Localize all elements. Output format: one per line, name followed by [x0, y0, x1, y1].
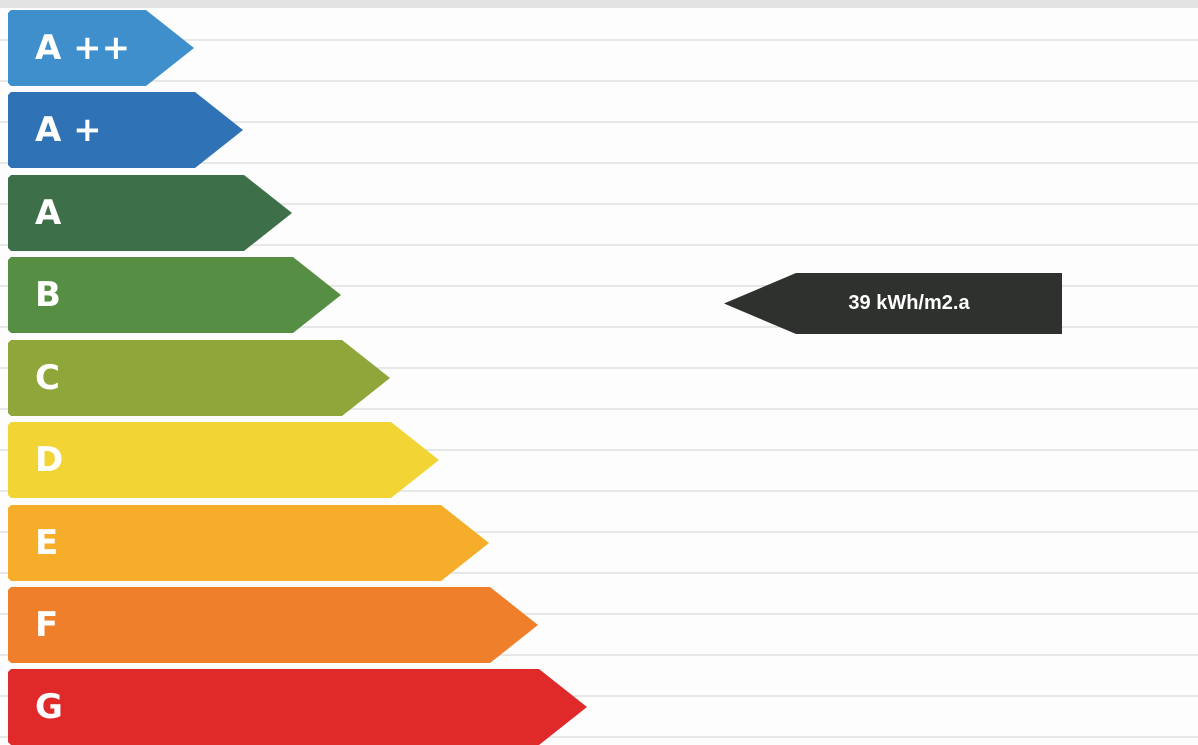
energy-class-f: F	[8, 587, 538, 663]
energy-class-label: D	[35, 440, 64, 480]
energy-class-label: G	[35, 687, 63, 727]
energy-class-a-plus: A +	[8, 92, 243, 168]
energy-class-c: C	[8, 340, 390, 416]
rating-indicator-arrow: 39 kWh/m2.a	[724, 273, 1062, 334]
energy-class-g: G	[8, 669, 587, 745]
energy-class-a: A	[8, 175, 292, 251]
energy-class-label: B	[35, 275, 61, 315]
energy-class-label: A +	[35, 110, 102, 150]
energy-consumption-value: 39 kWh/m2.a	[848, 292, 970, 314]
energy-class-label: C	[35, 358, 60, 398]
energy-class-label: A ++	[35, 28, 131, 68]
energy-class-d: D	[8, 422, 439, 498]
energy-class-label: E	[35, 523, 59, 563]
top-border	[0, 0, 1198, 8]
energy-class-e: E	[8, 505, 489, 581]
energy-class-b: B	[8, 257, 341, 333]
energy-class-label: A	[35, 193, 62, 233]
energy-class-label: F	[35, 605, 59, 645]
